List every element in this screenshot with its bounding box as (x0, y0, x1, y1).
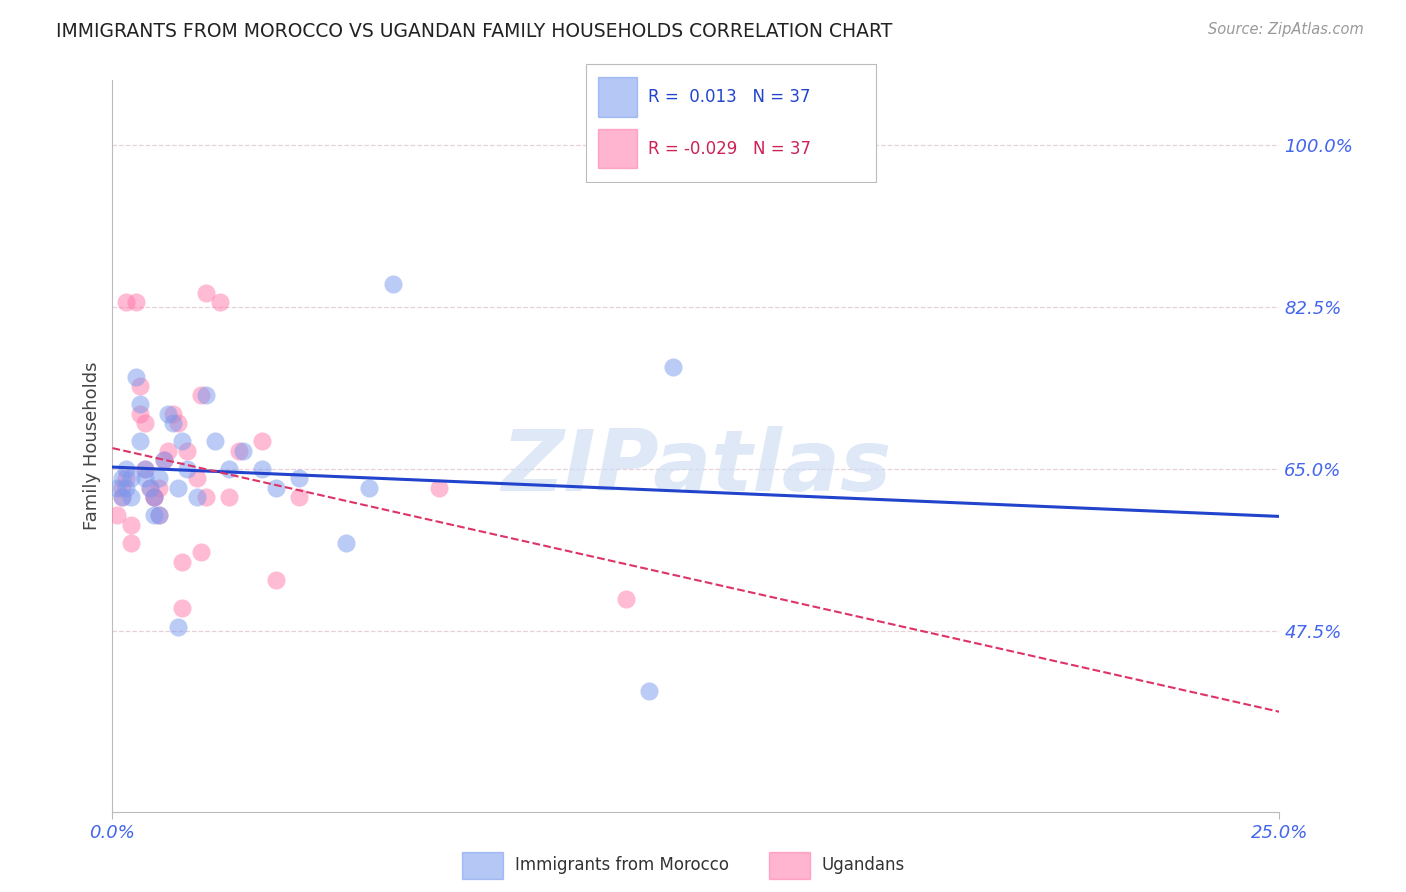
Point (172, 601, 194, 615)
Point (153, 453, 176, 467)
Point (157, 407, 180, 421)
Text: R =  0.013   N = 37: R = 0.013 N = 37 (648, 87, 811, 106)
Bar (599, 128, 637, 169)
Point (335, 536, 357, 550)
Text: R = -0.029   N = 37: R = -0.029 N = 37 (648, 139, 811, 158)
Point (120, 490, 142, 504)
Point (111, 481, 134, 495)
Point (148, 508, 170, 523)
Point (194, 286, 217, 301)
Point (125, 369, 148, 384)
Point (105, 481, 128, 495)
Point (125, 295, 148, 310)
Point (228, 443, 250, 458)
Point (134, 471, 156, 485)
Text: Ugandans: Ugandans (823, 856, 905, 874)
Point (250, 434, 273, 449)
Point (208, 295, 231, 310)
Point (111, 490, 134, 504)
Point (162, 407, 184, 421)
Point (614, 591, 637, 606)
Point (134, 416, 156, 430)
Point (115, 481, 138, 495)
Point (139, 481, 162, 495)
Point (661, 360, 683, 375)
Point (194, 490, 217, 504)
Point (134, 462, 156, 476)
Text: Source: ZipAtlas.com: Source: ZipAtlas.com (1208, 22, 1364, 37)
Point (186, 471, 208, 485)
Point (288, 490, 311, 504)
Text: IMMIGRANTS FROM MOROCCO VS UGANDAN FAMILY HOUSEHOLDS CORRELATION CHART: IMMIGRANTS FROM MOROCCO VS UGANDAN FAMIL… (56, 22, 893, 41)
Point (186, 490, 208, 504)
Point (172, 434, 194, 449)
Point (120, 536, 142, 550)
Point (638, 684, 661, 698)
Point (176, 462, 198, 476)
Point (129, 397, 152, 411)
Point (134, 462, 156, 476)
Point (359, 481, 381, 495)
Point (143, 490, 166, 504)
Point (120, 517, 142, 532)
Point (427, 481, 450, 495)
Text: ZIPatlas: ZIPatlas (501, 426, 891, 509)
Point (264, 574, 287, 588)
Point (166, 619, 188, 633)
Point (218, 462, 240, 476)
Point (115, 295, 138, 310)
Point (129, 379, 152, 393)
Point (218, 490, 240, 504)
Point (129, 407, 152, 421)
Point (129, 434, 152, 449)
Point (264, 481, 287, 495)
Bar (461, 852, 503, 879)
Point (148, 481, 170, 495)
Point (204, 434, 226, 449)
Point (143, 490, 166, 504)
Point (115, 471, 138, 485)
Point (194, 388, 217, 402)
Point (120, 471, 142, 485)
Point (111, 471, 134, 485)
Y-axis label: Family Households: Family Households (83, 362, 101, 530)
Point (172, 555, 194, 569)
Point (139, 481, 162, 495)
Point (381, 277, 404, 291)
Text: Immigrants from Morocco: Immigrants from Morocco (515, 856, 728, 874)
Point (153, 453, 176, 467)
Point (232, 443, 254, 458)
Point (190, 545, 212, 559)
Point (115, 462, 138, 476)
FancyBboxPatch shape (586, 63, 876, 182)
Point (190, 388, 212, 402)
Bar (769, 852, 810, 879)
Point (166, 481, 188, 495)
Point (162, 416, 184, 430)
Point (250, 462, 273, 476)
Point (157, 443, 180, 458)
Point (111, 490, 134, 504)
Point (143, 490, 166, 504)
Point (176, 443, 198, 458)
Bar (599, 77, 637, 117)
Point (143, 508, 166, 523)
Point (148, 471, 170, 485)
Point (166, 416, 188, 430)
Point (105, 508, 128, 523)
Point (288, 471, 311, 485)
Point (148, 508, 170, 523)
